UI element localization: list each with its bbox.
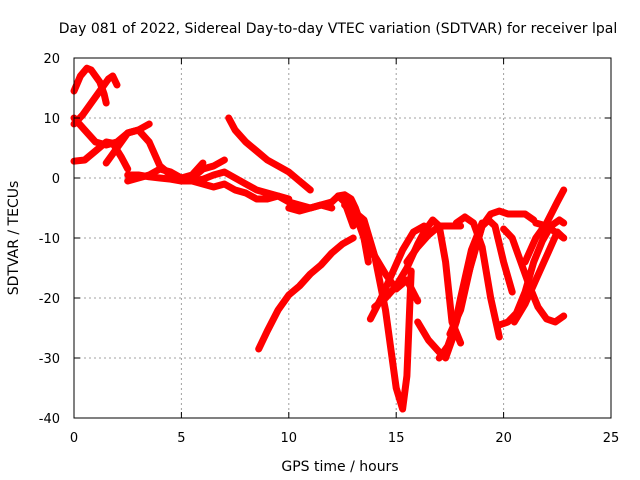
series-trace-s15 — [343, 198, 415, 413]
x-tick-label: 20 — [495, 431, 512, 446]
y-axis-label: SDTVAR / TECUs — [6, 181, 22, 296]
series-trace-s30 — [532, 219, 568, 242]
y-tick-label: 10 — [43, 112, 60, 127]
series-trace-s12 — [255, 234, 357, 353]
series-group — [70, 64, 568, 413]
series-trace-s26 — [495, 216, 568, 329]
x-tick-label: 15 — [388, 431, 405, 446]
series-trace-s27 — [500, 225, 568, 326]
series-trace-s7 — [124, 171, 185, 185]
series-trace-s9 — [188, 177, 293, 203]
x-tick-label: 0 — [70, 431, 78, 446]
y-tick-label: -10 — [39, 232, 60, 247]
series-trace-s19 — [403, 222, 465, 266]
x-tick-label: 25 — [603, 431, 620, 446]
y-tick-label: 0 — [52, 172, 60, 187]
y-tick-label: 20 — [43, 52, 60, 67]
x-tick-label: 10 — [281, 431, 298, 446]
y-tick-label: -20 — [39, 292, 60, 307]
y-tick-label: -40 — [39, 412, 60, 427]
series-trace-s10 — [225, 114, 314, 194]
series-trace-s11 — [285, 192, 357, 230]
axis-ticks: 0 5 10 15 20 25 -40 -30 -20 -10 0 10 20 — [39, 52, 620, 446]
x-axis-label: GPS time / hours — [281, 459, 398, 475]
x-tick-label: 5 — [177, 431, 185, 446]
series-trace-s2 — [70, 72, 121, 128]
chart-title: Day 081 of 2022, Sidereal Day-to-day VTE… — [59, 21, 617, 37]
grid — [74, 58, 611, 418]
series-trace-s25 — [470, 207, 538, 260]
y-tick-label: -30 — [39, 352, 60, 367]
